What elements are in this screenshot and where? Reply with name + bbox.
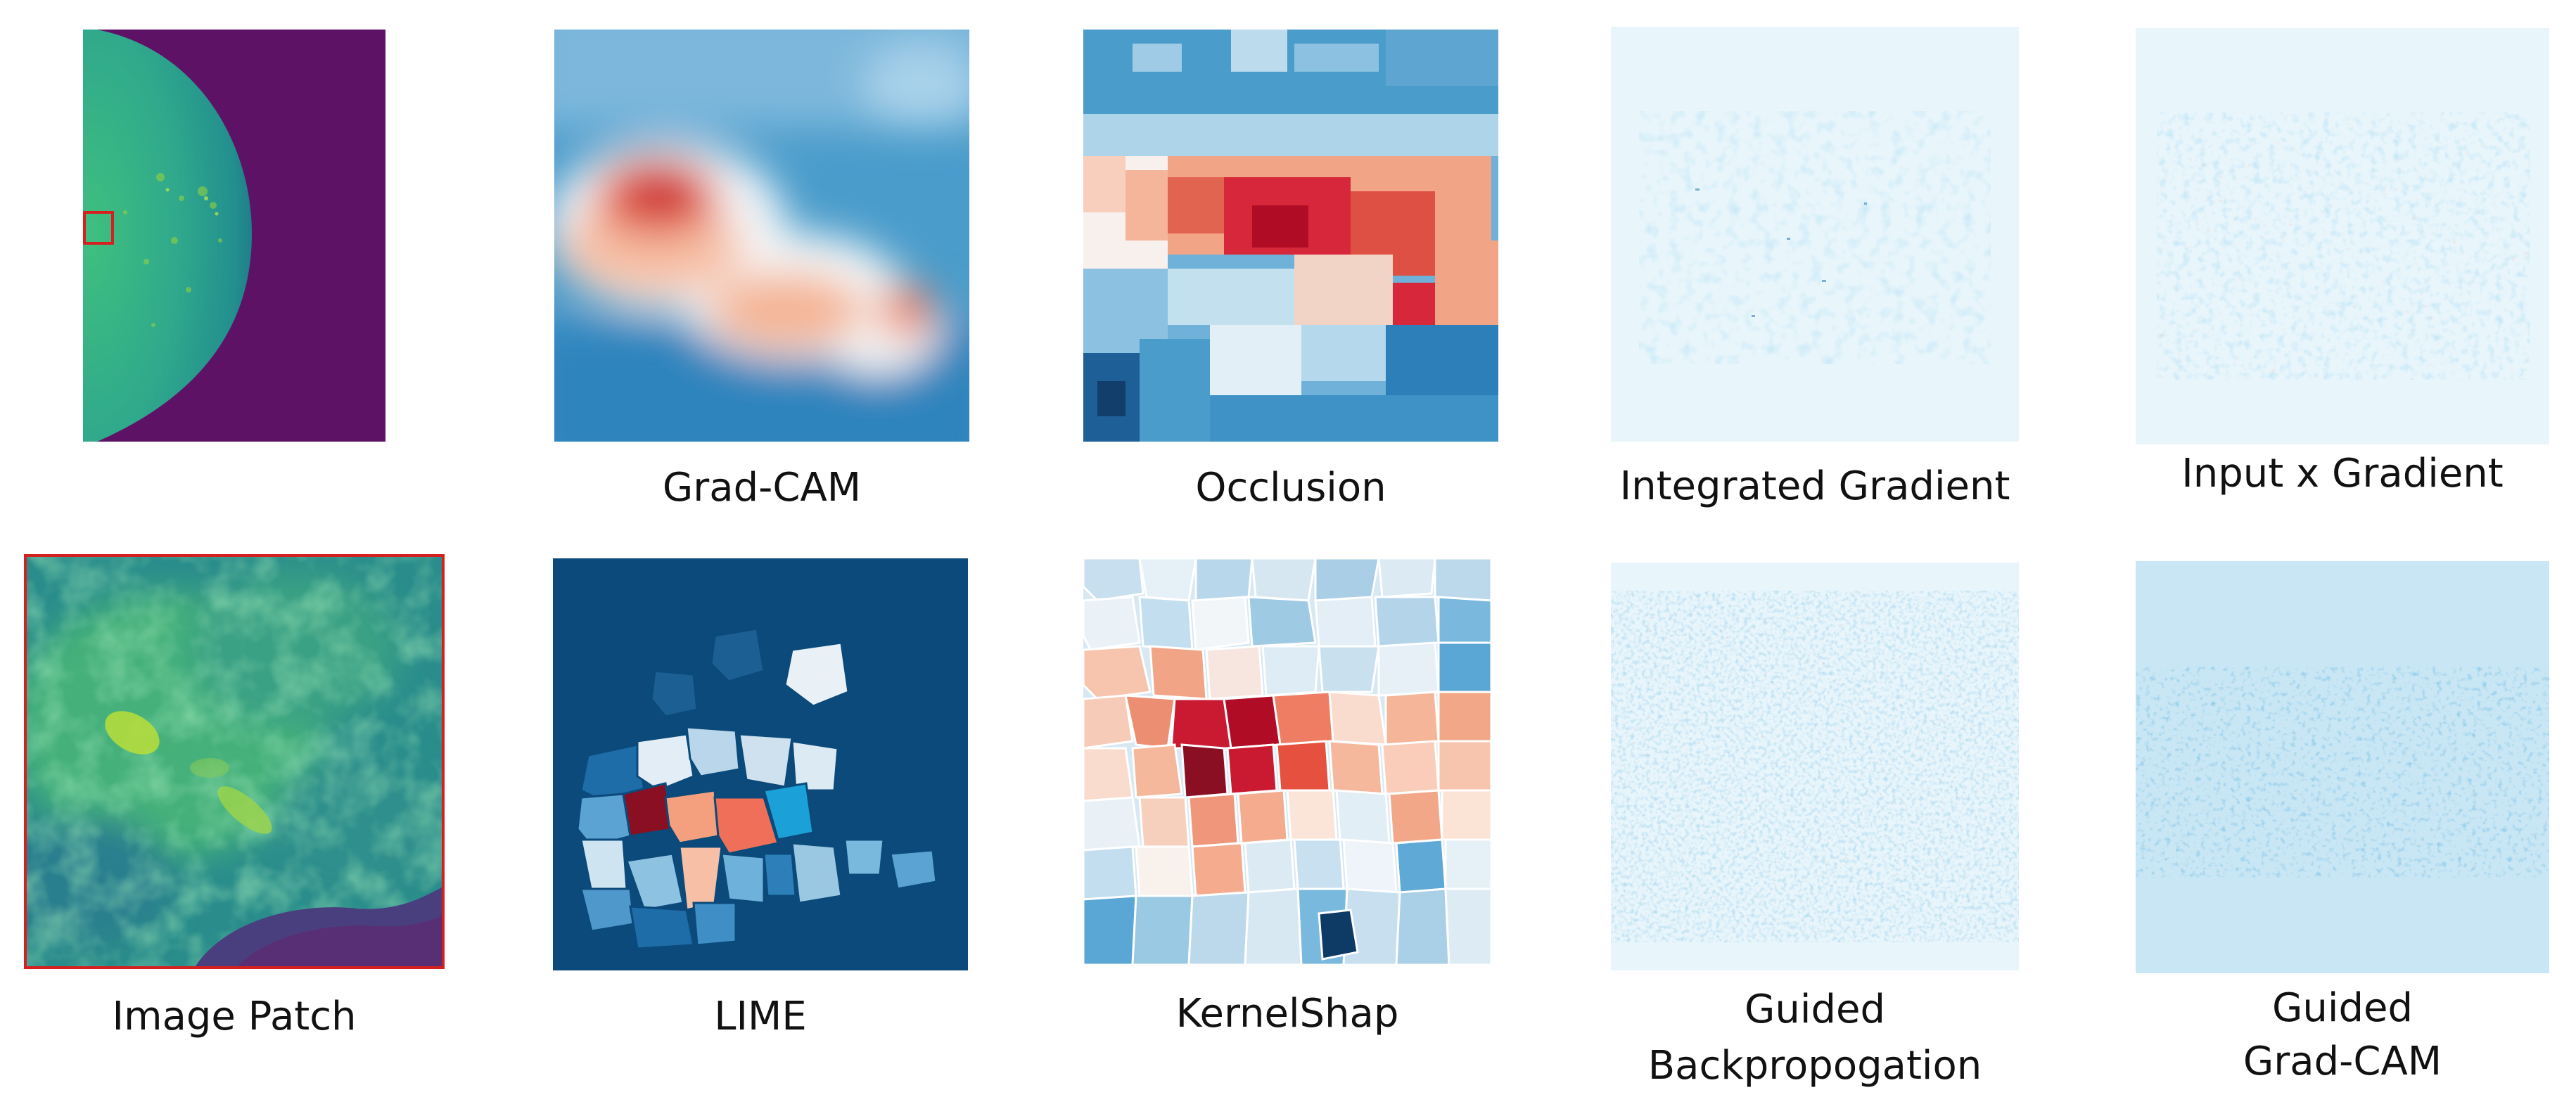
caption-input-x-gradient: Input x Gradient bbox=[2181, 451, 2504, 496]
integrated-gradient-map bbox=[1611, 27, 2019, 442]
caption-guided-backprop-line2: Backpropogation bbox=[1647, 1043, 1982, 1089]
caption-kernelshap: KernelShap bbox=[1175, 991, 1399, 1037]
mammogram-image bbox=[83, 30, 385, 442]
patch-highlight-box bbox=[83, 211, 114, 245]
caption-grad-cam: Grad-CAM bbox=[662, 465, 862, 511]
caption-integrated-gradient: Integrated Gradient bbox=[1619, 463, 2010, 509]
input-x-gradient-map bbox=[2136, 28, 2549, 444]
caption-image-patch: Image Patch bbox=[112, 994, 357, 1039]
lime-superpixels bbox=[553, 558, 968, 970]
caption-occlusion: Occlusion bbox=[1195, 465, 1386, 511]
guided-grad-cam-map bbox=[2136, 561, 2549, 973]
grad-cam-heatmap bbox=[554, 30, 969, 442]
caption-guided-backprop-line1: Guided bbox=[1745, 987, 1885, 1032]
kernelshap-superpixels bbox=[1083, 558, 1491, 965]
caption-guided-gradcam-line2: Grad-CAM bbox=[2243, 1039, 2442, 1084]
caption-guided-gradcam-line1: Guided bbox=[2272, 985, 2413, 1031]
image-patch bbox=[24, 554, 445, 969]
guided-backpropagation-map bbox=[1611, 563, 2019, 970]
occlusion-heatmap bbox=[1083, 30, 1498, 442]
caption-lime: LIME bbox=[714, 994, 807, 1039]
